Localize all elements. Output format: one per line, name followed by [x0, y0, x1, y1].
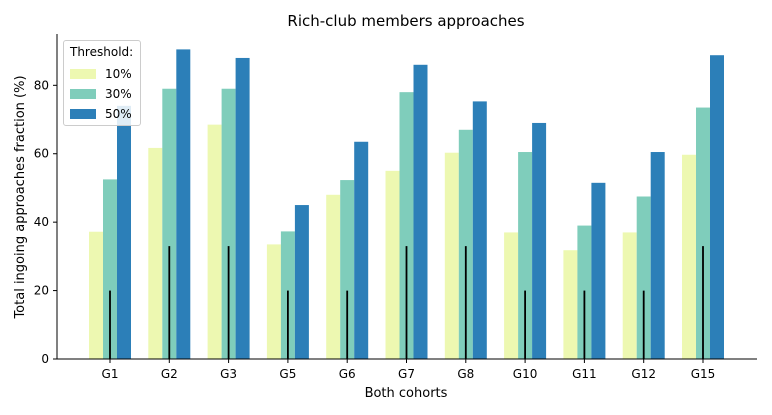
- bar-G10-30pct: [518, 152, 533, 359]
- bar-G2-50pct: [176, 49, 191, 359]
- bar-G6-50pct: [354, 141, 369, 359]
- x-tick-label: G15: [691, 367, 716, 381]
- legend: Threshold: 10% 30% 50%: [63, 40, 141, 126]
- chart-title: Rich-club members approaches: [287, 12, 524, 30]
- bar-G12-10pct: [622, 232, 637, 359]
- bar-G5-50pct: [294, 205, 309, 359]
- x-tick-label: G10: [513, 367, 538, 381]
- x-axis-label: Both cohorts: [365, 386, 448, 401]
- legend-title: Threshold:: [70, 45, 134, 59]
- bar-G15-10pct: [682, 154, 696, 359]
- y-tick-label: 0: [41, 352, 49, 366]
- y-axis-label: Total ingoing approaches fraction (%): [13, 75, 28, 319]
- reference-lines-group: [109, 246, 704, 359]
- bar-G1-10pct: [89, 231, 103, 359]
- bar-G6-30pct: [340, 180, 355, 359]
- x-tick-label: G1: [102, 367, 119, 381]
- axes-group: 0 20 40 60 80 G1 G2 G3 G5 G6 G7 G8 G10 G11 G12 G15: [34, 34, 757, 381]
- bar-G10-50pct: [532, 122, 547, 360]
- y-tick-label: 80: [34, 78, 49, 92]
- legend-label-50: 50%: [105, 107, 132, 121]
- bar-G15-30pct: [696, 107, 710, 359]
- x-tick-label: G7: [398, 367, 415, 381]
- legend-label-30: 30%: [105, 87, 132, 101]
- bar-G2-10pct: [148, 147, 163, 359]
- legend-swatch-10: [70, 69, 96, 79]
- bar-G3-50pct: [235, 57, 250, 360]
- bar-G15-50pct: [710, 55, 724, 360]
- bar-G7-30pct: [399, 92, 414, 359]
- legend-item-30: 30%: [70, 87, 132, 101]
- bar-G1-50pct: [117, 105, 131, 359]
- bar-G6-10pct: [326, 194, 341, 359]
- bar-G11-50pct: [591, 182, 606, 359]
- x-tick-label: G6: [339, 367, 356, 381]
- y-tick-label: 60: [34, 147, 49, 161]
- x-tick-label: G3: [220, 367, 237, 381]
- bar-G3-10pct: [207, 124, 222, 359]
- bar-G2-30pct: [162, 88, 177, 359]
- legend-label-10: 10%: [105, 67, 132, 81]
- bar-G8-30pct: [458, 129, 473, 359]
- x-tick-label: G2: [161, 367, 178, 381]
- bar-G1-30pct: [103, 179, 117, 359]
- x-tick-label: G5: [279, 367, 296, 381]
- bar-G12-50pct: [650, 152, 665, 359]
- x-tick-label: G12: [631, 367, 656, 381]
- bar-G10-10pct: [504, 232, 519, 359]
- bar-G7-50pct: [413, 64, 428, 359]
- legend-swatch-30: [70, 89, 96, 99]
- bar-G7-10pct: [385, 170, 400, 359]
- legend-item-50: 50%: [70, 107, 132, 121]
- legend-swatch-50: [70, 109, 96, 119]
- bar-G8-50pct: [472, 101, 487, 359]
- bar-G3-30pct: [221, 88, 236, 359]
- bar-G8-10pct: [444, 152, 459, 359]
- y-tick-label: 20: [34, 284, 49, 298]
- x-tick-label: G11: [572, 367, 597, 381]
- bar-G5-10pct: [266, 244, 281, 359]
- bar-G11-10pct: [563, 250, 578, 359]
- legend-item-10: 10%: [70, 67, 132, 81]
- bar-G12-30pct: [636, 196, 651, 359]
- y-tick-label: 40: [34, 215, 49, 229]
- x-tick-label: G8: [457, 367, 474, 381]
- bars-group: [89, 49, 724, 360]
